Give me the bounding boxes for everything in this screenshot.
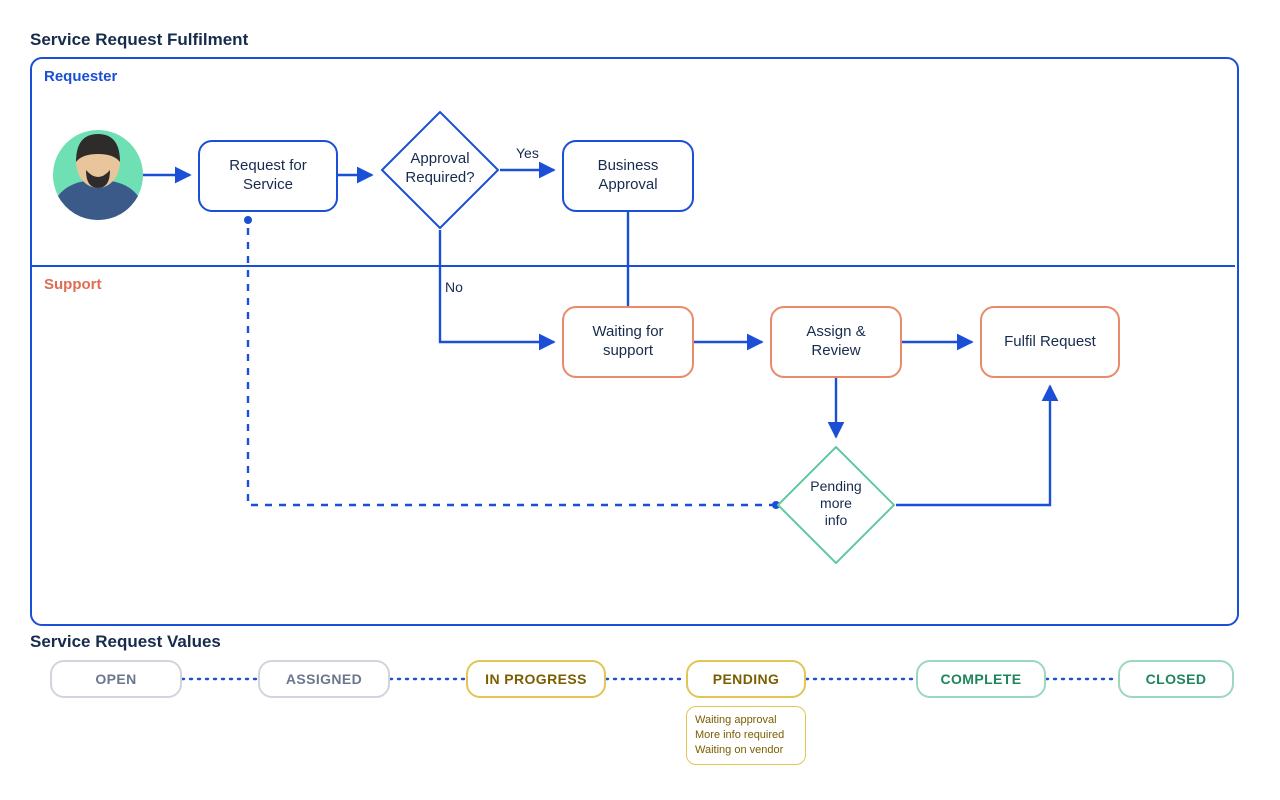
pill-assigned: ASSIGNED xyxy=(258,660,390,698)
values-title: Service Request Values xyxy=(30,632,221,652)
pill-label: IN PROGRESS xyxy=(485,671,587,687)
node-pending-more-info-label: Pendingmoreinfo xyxy=(776,478,896,528)
node-label: Fulfil Request xyxy=(1004,333,1096,352)
node-label: Request forService xyxy=(229,157,307,195)
pill-label: PENDING xyxy=(713,671,780,687)
node-approval-required-label: ApprovalRequired? xyxy=(380,150,500,188)
node-label: Waiting forsupport xyxy=(592,323,663,361)
pill-closed: CLOSED xyxy=(1118,660,1234,698)
swimlane-divider xyxy=(30,265,1235,267)
node-label: Pendingmoreinfo xyxy=(810,478,861,528)
node-label: Assign &Review xyxy=(806,323,865,361)
main-title: Service Request Fulfilment xyxy=(30,30,248,50)
node-fulfil-request: Fulfil Request xyxy=(980,306,1120,378)
pill-complete: COMPLETE xyxy=(916,660,1046,698)
pill-pending: PENDING xyxy=(686,660,806,698)
lane-label-support: Support xyxy=(44,276,102,293)
node-assign-review: Assign &Review xyxy=(770,306,902,378)
node-label: BusinessApproval xyxy=(598,157,659,195)
pill-open: OPEN xyxy=(50,660,182,698)
pending-note-line: Waiting approval xyxy=(695,713,797,728)
lane-label-requester: Requester xyxy=(44,68,117,85)
pill-label: CLOSED xyxy=(1146,671,1207,687)
pill-label: COMPLETE xyxy=(941,671,1022,687)
pill-label: ASSIGNED xyxy=(286,671,362,687)
node-request-for-service: Request forService xyxy=(198,140,338,212)
node-waiting-for-support: Waiting forsupport xyxy=(562,306,694,378)
pending-note-line: More info required xyxy=(695,728,797,743)
node-label: ApprovalRequired? xyxy=(405,150,474,186)
pending-notes-box: Waiting approval More info required Wait… xyxy=(686,706,806,765)
pill-label: OPEN xyxy=(95,671,136,687)
node-business-approval: BusinessApproval xyxy=(562,140,694,212)
pending-note-line: Waiting on vendor xyxy=(695,743,797,758)
pill-in-progress: IN PROGRESS xyxy=(466,660,606,698)
